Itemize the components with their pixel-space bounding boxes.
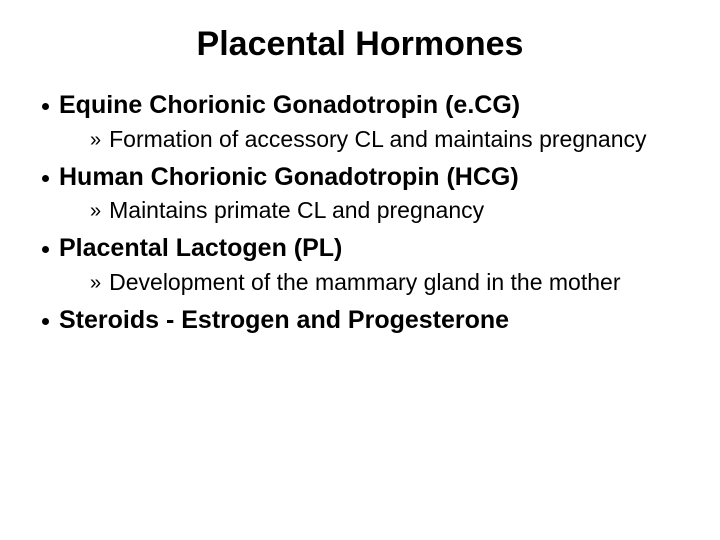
sub-list-item: » Maintains primate CL and pregnancy: [90, 196, 690, 226]
list-item: Equine Chorionic Gonadotropin (e.CG): [30, 89, 690, 123]
sub-list-item: » Formation of accessory CL and maintain…: [90, 125, 690, 155]
chevron-icon: »: [90, 129, 97, 152]
chevron-icon: »: [90, 272, 97, 295]
bullet-dot-icon: [42, 246, 49, 253]
list-item: Steroids - Estrogen and Progesterone: [30, 304, 690, 338]
bullet-heading: Steroids - Estrogen and Progesterone: [59, 304, 509, 338]
sub-list-item: » Development of the mammary gland in th…: [90, 268, 690, 298]
list-item: Human Chorionic Gonadotropin (HCG): [30, 161, 690, 195]
sub-text: Development of the mammary gland in the …: [109, 268, 620, 298]
chevron-icon: »: [90, 200, 97, 223]
sub-text: Formation of accessory CL and maintains …: [109, 125, 646, 155]
bullet-heading: Human Chorionic Gonadotropin (HCG): [59, 161, 519, 195]
bullet-heading: Equine Chorionic Gonadotropin (e.CG): [59, 89, 520, 123]
slide-title: Placental Hormones: [30, 25, 690, 64]
sub-text: Maintains primate CL and pregnancy: [109, 196, 484, 226]
bullet-heading: Placental Lactogen (PL): [59, 232, 342, 266]
bullet-dot-icon: [42, 103, 49, 110]
bullet-dot-icon: [42, 318, 49, 325]
list-item: Placental Lactogen (PL): [30, 232, 690, 266]
bullet-dot-icon: [42, 175, 49, 182]
